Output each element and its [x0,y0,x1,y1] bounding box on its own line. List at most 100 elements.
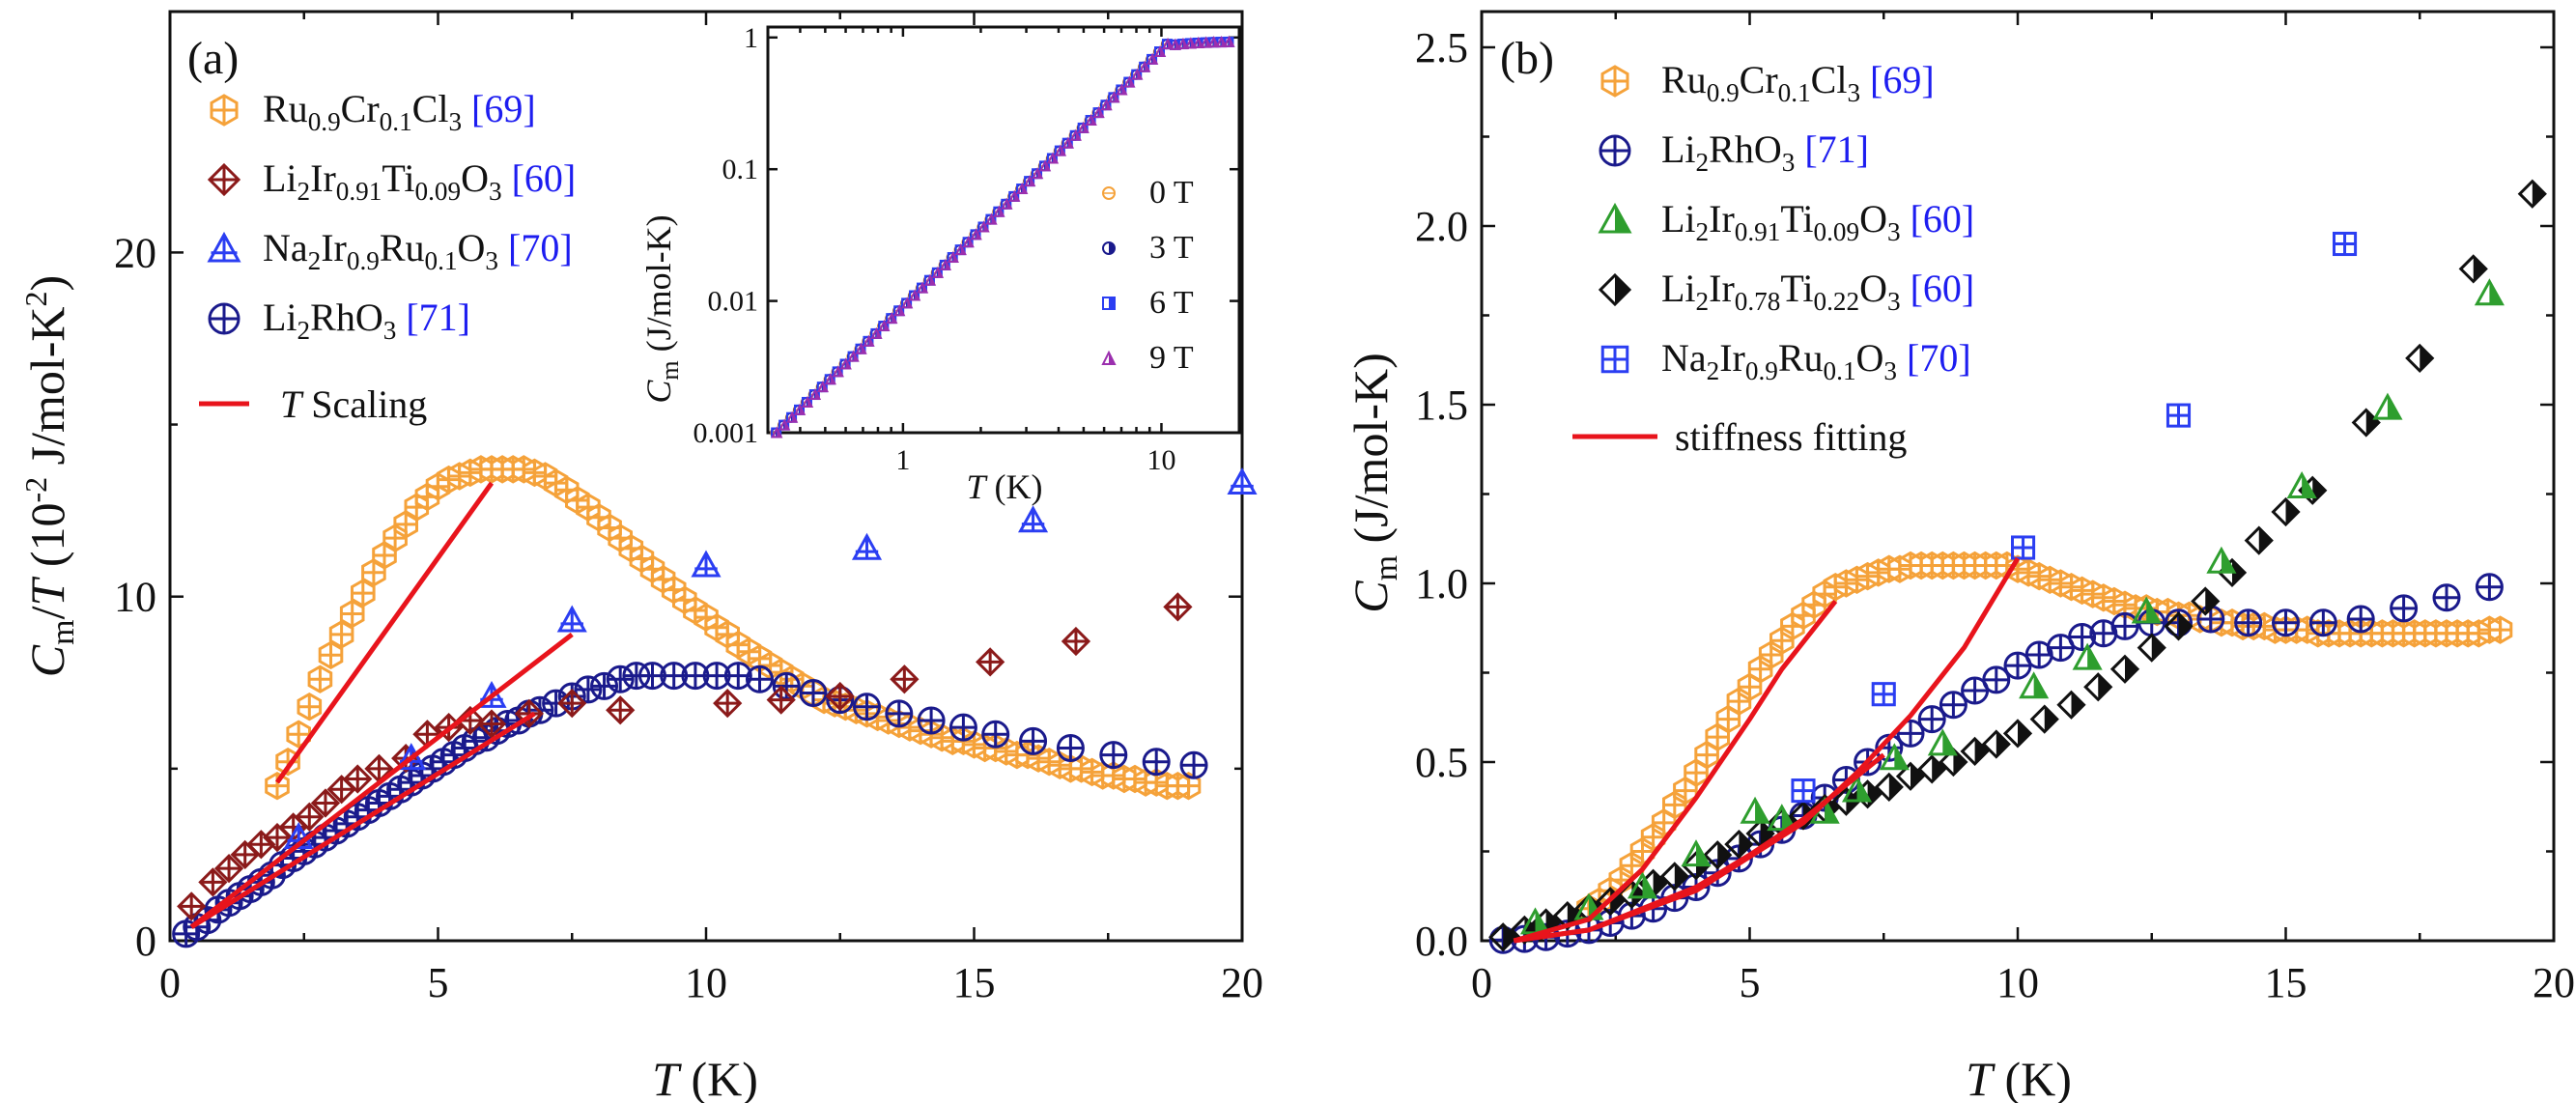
inset-data-point [1016,182,1029,195]
x-tick-label: 5 [428,959,449,1006]
data-point [1871,682,1896,707]
data-point [2191,586,2221,616]
inset-legend-marker [1102,297,1116,310]
data-point [590,671,619,700]
inset-data-point [1161,37,1175,50]
data-point [1019,726,1048,755]
data-point [2487,615,2513,644]
data-point [1791,778,1816,804]
x-tick-label: 15 [953,959,996,1006]
inset-data-point [1108,91,1120,103]
y-tick-label: 0.0 [1415,918,1468,965]
legend-label: Li2RhO3 [71] [1661,127,1869,177]
panel-a-inset: 1 10 0.001 0.01 0.1 1 0 T 3 T 6 T 9 T T (K) Cm (… [639,22,1241,506]
data-point [1659,862,1689,891]
inset-data-point [993,205,1005,217]
inset-data-point [816,380,830,393]
inset-data-point [778,418,791,431]
data-point [2056,690,2086,720]
data-point [1896,719,1925,748]
data-point [295,802,325,832]
inset-data-point [985,212,998,225]
data-point [1694,740,1719,770]
data-point [825,681,855,712]
data-point [1056,733,1085,762]
fit-curve [1513,556,2021,944]
inset-data-point [923,273,937,286]
data-point [2333,231,2358,257]
inset-data-point [1146,52,1159,65]
data-point [2110,611,2139,640]
panel-b-label: (b) [1500,33,1554,84]
data-point [1681,839,1712,867]
data-point [2137,633,2166,663]
data-point [1981,729,2011,759]
panel-b-data-marks [1488,179,2547,954]
inset-data-point [847,350,860,362]
data-point [574,675,603,704]
inset-data-point [954,242,967,256]
inset-data-point [793,403,807,415]
inset-legend: 0 T 3 T 6 T 9 T [1101,175,1194,376]
inset-data-point [1123,75,1136,88]
data-point [297,692,323,721]
data-point [343,764,373,794]
legend-marker [207,231,241,263]
data-point [2308,608,2337,637]
data-point [2517,179,2547,209]
inset-data-point [1024,174,1036,187]
data-point [1179,750,1208,779]
x-tick-label: 20 [1221,959,1263,1006]
legend-marker [207,162,241,197]
data-point [1927,728,1958,756]
inset-data-point [1077,121,1090,133]
data-point [2131,596,2162,624]
data-point [2109,654,2140,684]
inset-data-point [870,326,883,339]
data-point [328,620,354,649]
data-point [885,699,914,728]
data-point [2372,392,2403,420]
inset-data-marks [769,35,1235,438]
inset-data-point [839,357,852,370]
inset-data-point [808,387,822,401]
data-point [1018,505,1049,533]
data-point [1740,796,1770,824]
data-point [2019,671,2050,699]
inset-data-point [962,236,975,248]
inset-data-point [863,334,875,347]
x-tick-label: 20 [2533,959,2575,1006]
data-point [1767,804,1798,832]
data-point [318,640,344,670]
data-point [393,510,418,539]
data-point [1705,722,1730,751]
data-point [2072,642,2103,670]
inset-data-point [886,311,898,325]
data-point [1939,691,1967,720]
inset-data-point [1085,113,1097,127]
legend-fit-label: T Scaling [280,382,427,426]
inset-data-point [1131,68,1144,80]
data-point [1724,829,1754,860]
y-tick-label: 0.5 [1415,739,1468,786]
legend-label: Li2Ir0.91Ti0.09O3 [60] [1661,197,1974,246]
data-point [213,854,244,884]
panel-b: 0 5 10 15 20 0.0 0.5 1.0 1.5 2.0 2.5 (b) Ru0.9Cr0.… [1344,10,2575,1103]
data-point [307,665,333,693]
data-point [310,788,341,818]
inset-data-point [1062,136,1075,149]
y-tick-label: 10 [114,574,156,621]
y-tick-label: 2.5 [1415,24,1468,71]
panel-b-frame [1480,10,2556,943]
inset-data-point [1032,167,1044,180]
data-point [361,558,386,587]
data-point [1715,704,1741,734]
data-point [2432,583,2461,612]
panel-a-x-axis-label: T (K) [652,1052,758,1103]
legend-marker [208,302,241,335]
inset-legend-label: 9 T [1149,340,1194,376]
inset-data-point [893,304,906,317]
data-point [2458,254,2488,284]
data-point [1939,747,1968,778]
